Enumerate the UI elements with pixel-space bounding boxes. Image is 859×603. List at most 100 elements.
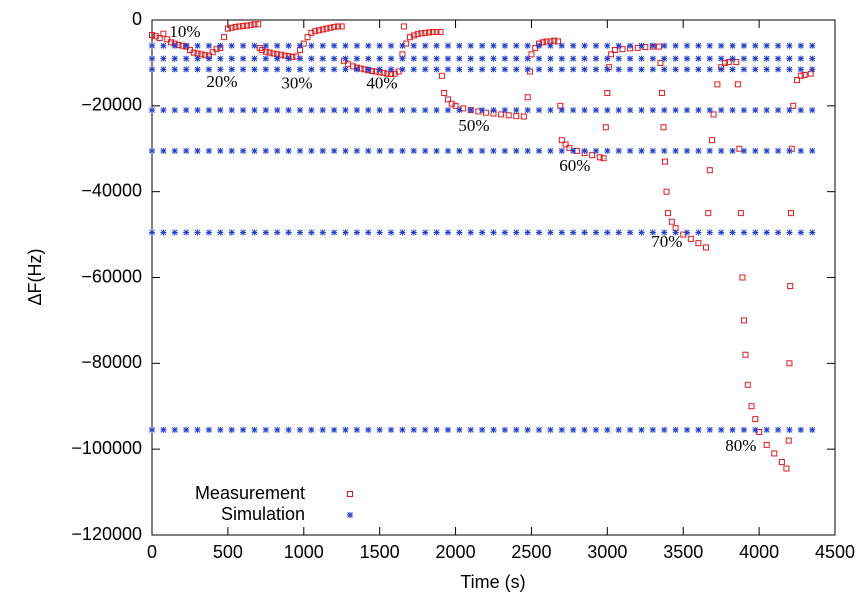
simulation-point [353, 229, 360, 236]
measurement-point [532, 44, 539, 51]
simulation-point [467, 55, 474, 62]
measurement-point [660, 124, 667, 131]
simulation-point [308, 55, 315, 62]
simulation-point [388, 66, 395, 73]
simulation-point [615, 147, 622, 154]
simulation-point [775, 229, 782, 236]
simulation-point [467, 66, 474, 73]
measurement-point [710, 111, 717, 118]
measurement-point [740, 317, 747, 324]
simulation-point [649, 147, 656, 154]
simulation-point [536, 147, 543, 154]
simulation-point [319, 147, 326, 154]
simulation-point [513, 66, 520, 73]
measurement-point [350, 63, 357, 70]
measurement-point [149, 32, 155, 39]
simulation-point [171, 107, 178, 114]
x-tick-label: 1000 [284, 542, 324, 562]
simulation-point [353, 426, 360, 433]
simulation-point [729, 42, 736, 49]
simulation-point [274, 426, 281, 433]
measurement-point [164, 36, 171, 43]
measurement-point [558, 137, 565, 144]
simulation-point [274, 147, 281, 154]
simulation-point [160, 66, 167, 73]
measurement-point [395, 68, 402, 75]
measurement-point [801, 71, 808, 78]
measurement-point [452, 102, 459, 109]
simulation-point [729, 147, 736, 154]
simulation-point [752, 66, 759, 73]
annotation: 40% [366, 73, 397, 92]
y-tick-label: −20000 [81, 95, 142, 115]
plot-frame [151, 19, 836, 536]
simulation-point [740, 107, 747, 114]
simulation-point [706, 229, 713, 236]
simulation-point [444, 107, 451, 114]
measurement-point [160, 30, 167, 37]
simulation-point [251, 66, 258, 73]
simulation-point [638, 426, 645, 433]
simulation-point [513, 426, 520, 433]
simulation-point [205, 107, 212, 114]
simulation-point [376, 55, 383, 62]
simulation-point [695, 55, 702, 62]
simulation-point [183, 426, 190, 433]
measurement-point [657, 59, 664, 66]
simulation-point [479, 42, 486, 49]
simulation-point [536, 66, 543, 73]
measurement-point [429, 29, 436, 36]
simulation-point [513, 55, 520, 62]
simulation-point [228, 66, 235, 73]
simulation-point [171, 42, 178, 49]
x-tick-label: 0 [147, 542, 157, 562]
simulation-point [809, 42, 816, 49]
simulation-point [342, 66, 349, 73]
measurement-point [608, 51, 615, 58]
simulation-point [547, 426, 554, 433]
simulation-point [296, 66, 303, 73]
simulation-point [740, 426, 747, 433]
simulation-point [524, 229, 531, 236]
simulation-point [149, 147, 155, 154]
measurement-point [658, 89, 665, 96]
simulation-point [695, 42, 702, 49]
legend-marker [347, 512, 353, 518]
simulation-point [456, 147, 463, 154]
simulation-point [296, 55, 303, 62]
simulation-point [205, 426, 212, 433]
measurement-point [319, 26, 326, 33]
simulation-point [718, 66, 725, 73]
simulation-point [456, 229, 463, 236]
simulation-point [513, 229, 520, 236]
simulation-point [558, 147, 565, 154]
y-axis-label: ΔF(Hz) [25, 248, 45, 305]
annotation: 30% [281, 73, 312, 92]
simulation-point [775, 55, 782, 62]
simulation-point [319, 229, 326, 236]
measurement-point [665, 210, 672, 217]
simulation-point [718, 229, 725, 236]
simulation-point [638, 55, 645, 62]
simulation-point [490, 42, 497, 49]
measurement-point [778, 459, 785, 466]
simulation-point [365, 42, 372, 49]
simulation-point [217, 147, 224, 154]
x-tick-label: 1500 [360, 542, 400, 562]
measurement-point [680, 231, 687, 238]
simulation-point [194, 426, 201, 433]
annotation: 50% [458, 116, 489, 135]
simulation-point [308, 42, 315, 49]
measurement-point [589, 152, 596, 159]
simulation-point [399, 55, 406, 62]
simulation-point [558, 229, 565, 236]
simulation-point [604, 42, 611, 49]
simulation-point [809, 229, 816, 236]
simulation-point [558, 426, 565, 433]
simulation-point [308, 426, 315, 433]
legend-label: Measurement [195, 483, 305, 503]
simulation-point [444, 66, 451, 73]
simulation-point [376, 426, 383, 433]
simulation-point [319, 426, 326, 433]
simulation-point [240, 426, 247, 433]
